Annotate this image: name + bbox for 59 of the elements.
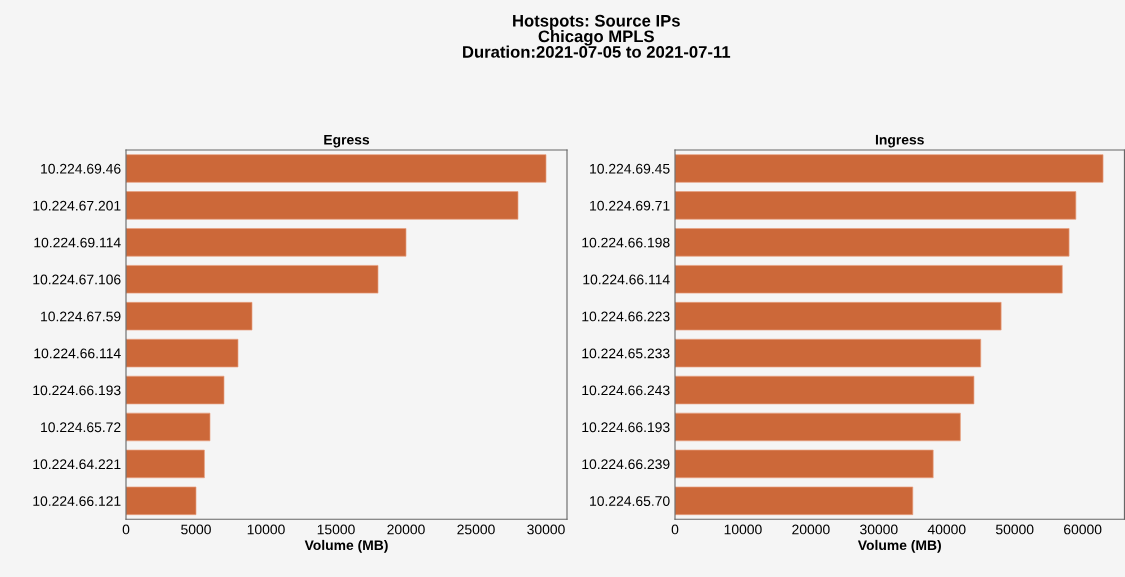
chart-title: Ingress bbox=[875, 134, 924, 148]
bar bbox=[126, 154, 547, 183]
x-tick-label: 10000 bbox=[247, 524, 285, 535]
bar bbox=[126, 191, 519, 220]
bar bbox=[126, 302, 253, 331]
y-tick-label: 10.224.65.233 bbox=[582, 348, 670, 359]
x-tick-label: 50000 bbox=[995, 524, 1034, 535]
y-tick-label: 10.224.64.221 bbox=[33, 459, 121, 470]
y-tick-label: 10.224.69.114 bbox=[34, 237, 121, 248]
x-tick-label: 0 bbox=[122, 524, 130, 535]
bar bbox=[126, 265, 379, 294]
x-tick-label: 30000 bbox=[860, 524, 898, 535]
x-tick-label: 60000 bbox=[1064, 524, 1102, 535]
bar bbox=[675, 302, 1002, 331]
x-tick-label: 10000 bbox=[724, 524, 762, 535]
bar bbox=[675, 486, 914, 516]
y-tick-label: 10.224.66.121 bbox=[33, 496, 121, 507]
y-tick-label: 10.224.66.243 bbox=[582, 385, 670, 396]
text: Hotspots: Source IPs Chicago MPLS Duration:2021-07-05 to 2021-07-11 bbox=[463, 14, 731, 58]
y-tick-label: 10.224.66.114 bbox=[583, 274, 670, 285]
x-tick-label: 25000 bbox=[457, 524, 495, 535]
x-tick-label: 0 bbox=[671, 524, 679, 535]
y-tick-label: 10.224.65.72 bbox=[41, 422, 121, 433]
y-tick-label: 10.224.66.223 bbox=[582, 311, 670, 322]
y-tick-label: 10.224.65.70 bbox=[590, 496, 670, 507]
y-tick-label: 10.224.66.239 bbox=[582, 459, 670, 470]
bar bbox=[126, 449, 205, 479]
y-tick-label: 10.224.66.193 bbox=[33, 385, 121, 396]
x-tick-label: 20000 bbox=[792, 524, 830, 535]
y-tick-label: 10.224.67.59 bbox=[41, 311, 121, 322]
bar bbox=[126, 375, 225, 405]
y-tick-label: 10.224.66.114 bbox=[34, 348, 121, 359]
bar bbox=[675, 412, 961, 442]
y-tick-label: 10.224.67.201 bbox=[33, 200, 121, 211]
chart-title: Egress bbox=[324, 134, 370, 148]
bar bbox=[126, 412, 211, 442]
bar bbox=[675, 449, 934, 479]
x-axis-title: Volume (MB) bbox=[857, 539, 941, 553]
y-tick-label: 10.224.66.198 bbox=[582, 237, 670, 248]
bar bbox=[126, 338, 239, 368]
bar bbox=[675, 265, 1063, 294]
x-tick-label: 5000 bbox=[181, 524, 211, 535]
x-tick-label: 20000 bbox=[387, 524, 425, 535]
bar bbox=[126, 486, 197, 516]
bar bbox=[675, 191, 1077, 220]
bar bbox=[675, 375, 975, 405]
bar bbox=[675, 154, 1104, 183]
bar bbox=[675, 228, 1070, 257]
x-axis-title: Volume (MB) bbox=[304, 539, 388, 553]
bar bbox=[675, 338, 982, 368]
x-tick-label: 15000 bbox=[317, 524, 355, 535]
y-tick-label: 10.224.69.71 bbox=[590, 200, 670, 211]
x-tick-label: 30000 bbox=[527, 524, 565, 535]
x-tick-label: 40000 bbox=[927, 524, 966, 535]
y-tick-label: 10.224.69.45 bbox=[590, 163, 670, 174]
bar bbox=[126, 228, 407, 257]
y-tick-label: 10.224.67.106 bbox=[33, 274, 121, 285]
y-tick-label: 10.224.69.46 bbox=[41, 163, 121, 174]
y-tick-label: 10.224.66.193 bbox=[582, 422, 670, 433]
